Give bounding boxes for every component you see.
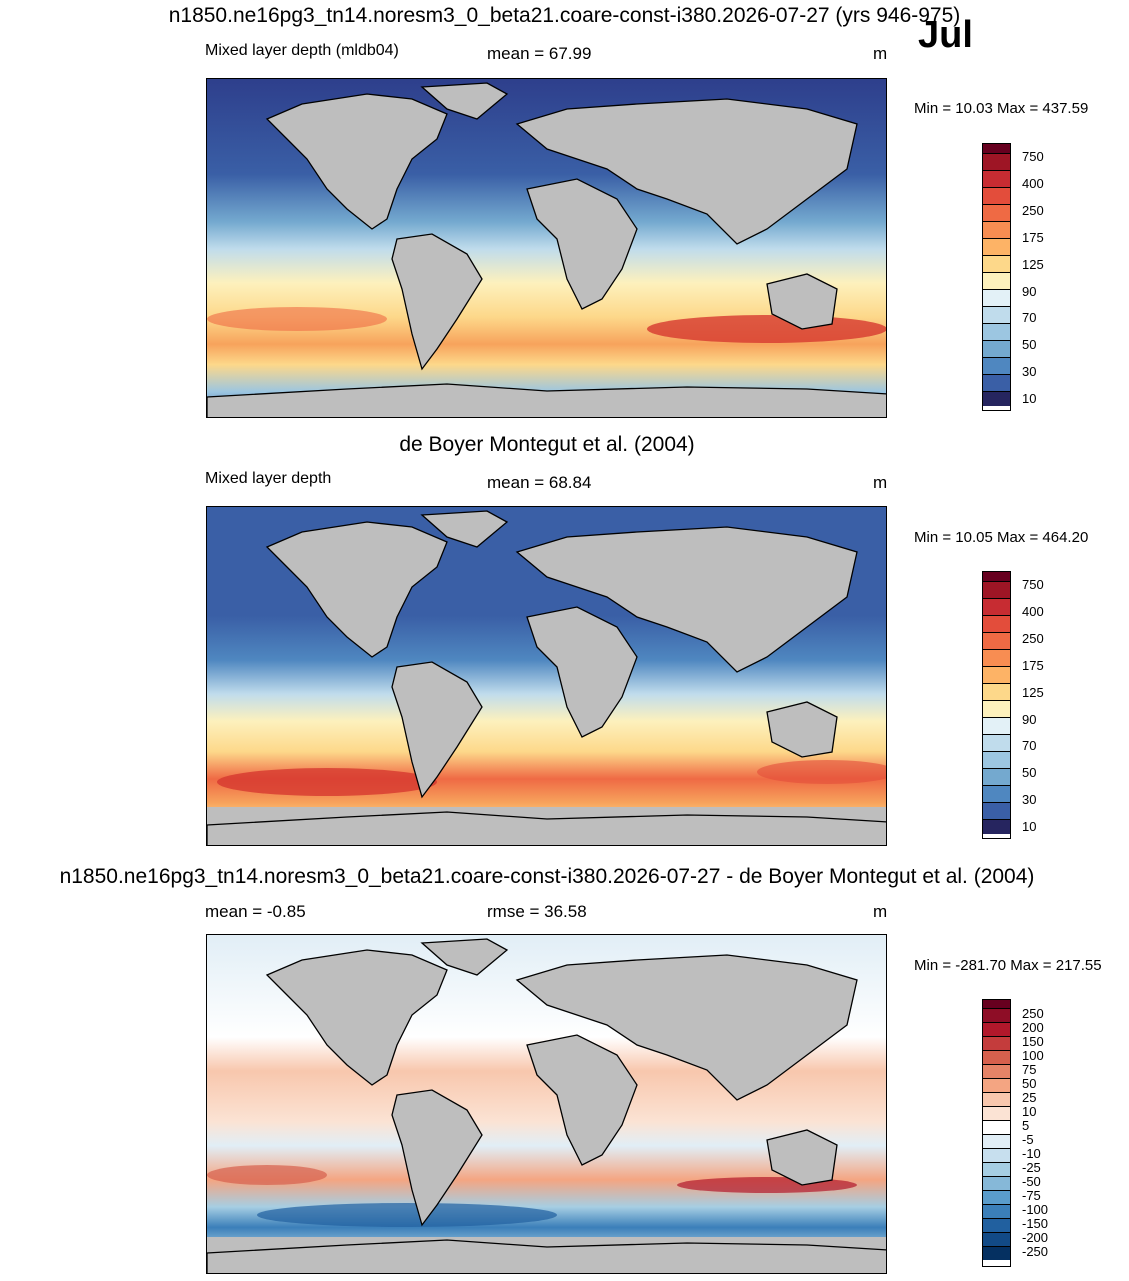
tick-label: 10 <box>1022 819 1037 834</box>
panel-2-minmax: Min = 10.05 Max = 464.20 <box>914 529 1089 546</box>
map-svg-obs <box>207 507 886 845</box>
panel-1-minmax: Min = 10.03 Max = 437.59 <box>914 100 1089 117</box>
panel-3-title: n1850.ne16pg3_tn14.noresm3_0_beta21.coar… <box>59 865 1035 888</box>
tick-label: 50 <box>1022 337 1037 352</box>
tick-label: 175 <box>1022 658 1044 673</box>
panel-3-unit: m <box>873 902 888 921</box>
tick-label: -150 <box>1022 1216 1049 1231</box>
panel-3-mean-label: mean = -0.85 <box>205 902 306 921</box>
tick-label: 200 <box>1022 1020 1044 1035</box>
panel-3-colorbar <box>982 999 1011 1267</box>
tick-label: 70 <box>1022 738 1037 753</box>
panel-1-map <box>206 78 887 418</box>
tick-label: 750 <box>1022 577 1044 592</box>
tick-label: -75 <box>1022 1188 1041 1203</box>
panel-1-unit: m <box>873 44 888 63</box>
panel-2-mean-label: mean = 68.84 <box>487 473 592 492</box>
panel-2-map <box>206 506 887 846</box>
panel-2-title: de Boyer Montegut et al. (2004) <box>399 433 695 456</box>
tick-label: 90 <box>1022 712 1037 727</box>
map-svg-diff <box>207 935 886 1273</box>
tick-label: 125 <box>1022 257 1044 272</box>
tick-label: 10 <box>1022 391 1037 406</box>
panel-2-left-label: Mixed layer depth <box>205 470 332 487</box>
tick-label: 70 <box>1022 310 1037 325</box>
tick-label: 250 <box>1022 631 1044 646</box>
tick-label: 30 <box>1022 792 1037 807</box>
main-title: n1850.ne16pg3_tn14.noresm3_0_beta21.coar… <box>168 4 961 27</box>
tick-label: -10 <box>1022 1146 1041 1161</box>
tick-label: 750 <box>1022 149 1044 164</box>
tick-label: 30 <box>1022 364 1037 379</box>
panel-2-colorbar <box>982 571 1011 839</box>
tick-label: 25 <box>1022 1090 1037 1105</box>
tick-label: 75 <box>1022 1062 1037 1077</box>
tick-label: -50 <box>1022 1174 1041 1189</box>
tick-label: 250 <box>1022 203 1044 218</box>
tick-label: 400 <box>1022 604 1044 619</box>
tick-label: -5 <box>1022 1132 1034 1147</box>
tick-label: 250 <box>1022 1006 1044 1021</box>
panel-3-minmax: Min = -281.70 Max = 217.55 <box>914 957 1102 974</box>
tick-label: -250 <box>1022 1244 1049 1259</box>
tick-label: 10 <box>1022 1104 1037 1119</box>
tick-label: -200 <box>1022 1230 1049 1245</box>
tick-label: 5 <box>1022 1118 1030 1133</box>
panel-2-unit: m <box>873 473 888 492</box>
panel-1-left-label: Mixed layer depth (mldb04) <box>205 42 399 59</box>
tick-label: 400 <box>1022 176 1044 191</box>
panel-1-mean-label: mean = 67.99 <box>487 44 592 63</box>
tick-label: 175 <box>1022 230 1044 245</box>
tick-label: -100 <box>1022 1202 1049 1217</box>
tick-label: 90 <box>1022 284 1037 299</box>
panel-3-rmse-label: rmse = 36.58 <box>487 902 587 921</box>
tick-label: 150 <box>1022 1034 1044 1049</box>
panel-1-colorbar <box>982 143 1011 411</box>
month-label: Jul <box>918 14 973 56</box>
tick-label: 50 <box>1022 765 1037 780</box>
tick-label: -25 <box>1022 1160 1041 1175</box>
tick-label: 50 <box>1022 1076 1037 1091</box>
tick-label: 100 <box>1022 1048 1044 1063</box>
panel-3-map <box>206 934 887 1274</box>
tick-label: 125 <box>1022 685 1044 700</box>
map-svg-model <box>207 79 886 417</box>
